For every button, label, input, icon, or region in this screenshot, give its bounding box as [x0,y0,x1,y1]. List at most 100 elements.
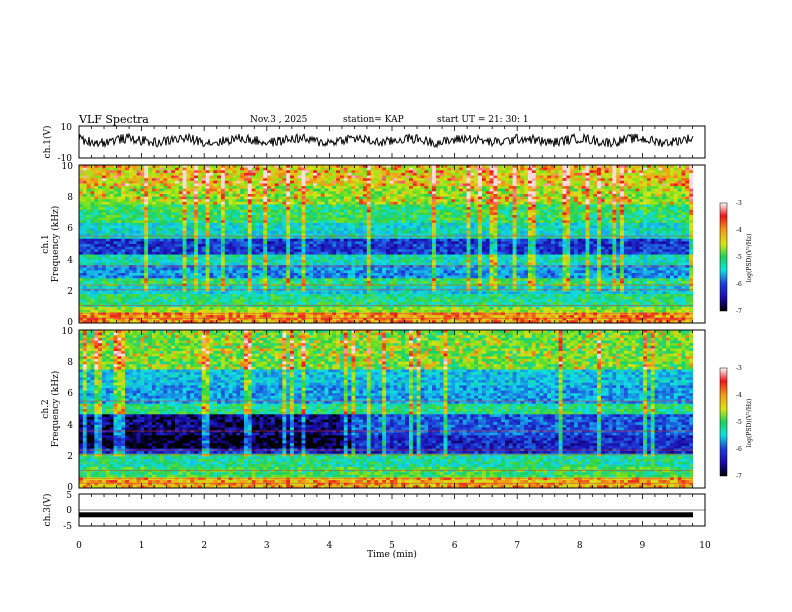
spectrogram-cell [140,312,145,316]
spectrogram-cell [267,170,272,174]
spectrogram-cell [201,222,207,226]
spectrogram-cell [163,215,168,219]
spectrogram-cell [121,220,126,224]
spectrogram-cell [209,201,214,205]
spectrogram-cell [159,275,164,279]
spectrogram-cell [255,312,260,316]
spectrogram-cell [347,172,352,176]
spectrogram-cell [293,249,299,253]
spectrogram-cell [301,222,306,226]
spectrogram-cell [194,259,199,263]
spectrogram-cell [309,249,314,253]
spectrogram-cell [293,304,299,308]
spectrogram-cell [236,233,241,237]
spectrogram-cell [213,312,218,316]
spectrogram-cell [386,312,391,316]
spectrogram-cell [251,172,256,176]
spectrogram-cell [90,191,95,195]
spectrogram-cell [148,201,153,205]
spectrogram-cell [94,207,99,211]
spectrogram-cell [316,207,322,211]
spectrogram-cell [251,315,256,319]
spectrogram-cell [274,204,279,208]
spectrogram-cell [251,183,256,187]
spectrogram-cell [90,175,95,179]
spectrogram-cell [382,259,387,263]
spectrogram-cell [90,220,95,224]
spectrogram-cell [151,220,157,224]
spectrogram-cell [220,312,226,316]
spectrogram-cell [339,175,345,179]
spectrogram-cell [247,222,253,226]
spectrogram-cell [293,165,299,169]
spectrogram-cell [290,180,295,184]
spectrogram-cell [194,172,199,176]
spectrogram-cell [366,288,372,292]
spectrogram-cell [332,233,337,237]
spectrogram-cell [155,193,160,197]
spectrogram-cell [251,262,256,266]
spectrogram-cell [136,254,141,258]
spectrogram-cell [186,301,191,305]
spectrogram-cell [228,317,233,321]
spectrogram-cell [316,228,322,232]
spectrogram-cell [374,294,379,298]
spectrogram-cell [197,254,203,258]
spectrogram-cell [94,178,99,182]
spectrogram-cell [240,288,245,292]
spectrogram-cell [155,251,160,255]
spectrogram-cell [378,254,383,258]
spectrogram-cell [209,172,214,176]
spectrogram-cell [278,175,283,179]
spectrogram-cell [382,272,387,276]
spectrogram-cell [374,296,379,300]
spectrogram-cell [247,209,253,213]
spectrogram-cell [244,172,249,176]
spectrogram-cell [240,317,245,321]
spectrogram-cell [267,225,272,229]
spectrogram-cell [102,278,107,282]
spectrogram-cell [274,291,279,295]
spectrogram-cell [159,267,164,271]
spectrogram-cell [182,165,187,169]
spectrogram-cell [163,165,168,169]
spectrogram-cell [174,180,180,184]
spectrogram-cell [94,220,99,224]
spectrogram-cell [263,246,268,250]
spectrogram-cell [94,204,99,208]
spectrogram-cell [117,212,122,216]
spectrogram-cell [301,317,306,321]
spectrogram-cell [86,254,91,258]
spectrogram-cell [105,180,111,184]
spectrogram-cell [213,286,218,290]
spectrogram-cell [228,304,233,308]
spectrogram-cell [286,249,291,253]
spectrogram-cell [386,249,391,253]
spectrogram-cell [347,222,352,226]
spectrogram-cell [86,257,91,261]
spectrogram-cell [117,236,122,240]
spectrogram-cell [255,272,260,276]
spectrogram-cell [174,251,180,255]
spectrogram-cell [278,259,283,263]
spectrogram-cell [186,209,191,213]
spectrogram-cell [378,165,383,169]
spectrogram-cell [178,222,184,226]
spectrogram-cell [332,220,337,224]
spectrogram-cell [201,209,207,213]
spectrogram-cell [140,294,145,298]
spectrogram-cell [113,178,118,182]
spectrogram-cell [144,299,149,303]
spectrogram-cell [286,183,291,187]
spectrogram-cell [255,296,260,300]
spectrogram-cell [244,215,249,219]
spectrogram-cell [102,186,107,190]
spectrogram-cell [86,228,91,232]
spectrogram-cell [151,251,157,255]
spectrogram-cell [263,180,268,184]
spectrogram-cell [121,204,126,208]
spectrogram-cell [186,317,191,321]
spectrogram-cell [82,294,88,298]
spectrogram-cell [105,188,111,192]
spectrogram-cell [151,309,157,313]
